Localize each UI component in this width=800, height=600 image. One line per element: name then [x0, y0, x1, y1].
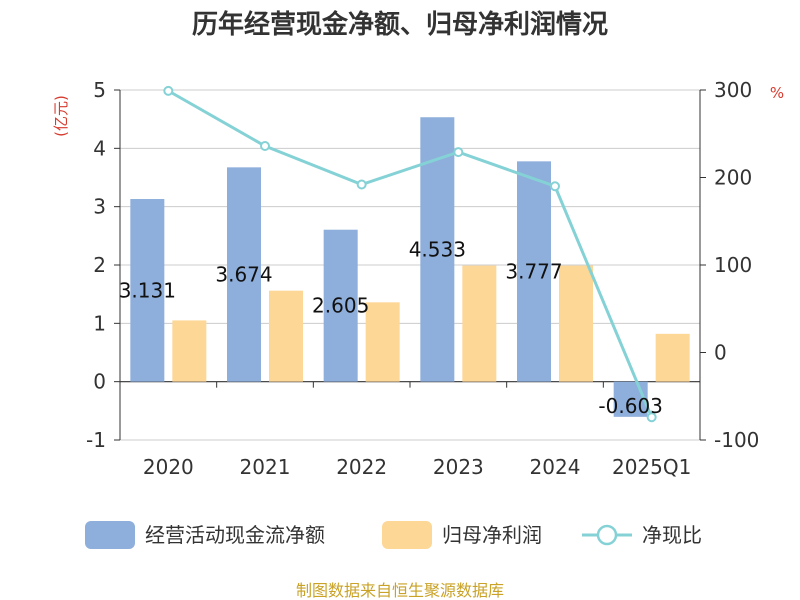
legend: 经营活动现金流净额 归母净利润 净现比	[85, 521, 702, 549]
bar-profit	[462, 265, 497, 382]
bar-cashflow	[323, 229, 358, 382]
y-left-unit: (亿元)	[52, 95, 70, 137]
legend-swatch	[382, 521, 432, 549]
y-left-tick-label: 0	[93, 370, 106, 394]
y-right-tick-label: 100	[714, 253, 752, 277]
y-left-tick-label: 2	[93, 253, 106, 277]
y-left-tick-label: 1	[93, 311, 106, 335]
ratio-point	[356, 179, 367, 190]
y-right-tick-label: 200	[714, 166, 752, 190]
ratio-point	[163, 85, 174, 96]
ratio-point	[646, 412, 657, 423]
x-tick-label: 2023	[433, 455, 484, 479]
y-left-tick-label: -1	[86, 428, 106, 452]
legend-label: 归母净利润	[442, 523, 542, 547]
bar-cashflow	[420, 117, 455, 382]
legend-swatch	[85, 521, 135, 549]
y-left-tick-label: 3	[93, 195, 106, 219]
bar-cashflow	[130, 199, 165, 382]
x-tick-label: 2024	[530, 455, 581, 479]
x-tick-label: 2021	[240, 455, 291, 479]
bar-profit	[269, 290, 303, 382]
bar-cashflow	[613, 381, 648, 417]
bars	[130, 117, 690, 417]
y-right-tick-label: 0	[714, 341, 727, 365]
ratio-point	[260, 141, 270, 151]
legend-line-marker	[596, 524, 618, 546]
x-tick-label: 2020	[143, 455, 194, 479]
y-right-tick-label: -100	[714, 428, 759, 452]
ratio-point	[550, 181, 560, 192]
bar-cashflow	[227, 167, 261, 382]
grid-lines	[120, 89, 700, 441]
ratio-point	[453, 147, 464, 158]
bar-profit	[365, 302, 400, 382]
ratio-line-path	[167, 89, 654, 418]
x-tick-label: 2022	[336, 455, 387, 479]
legend-label: 经营活动现金流净额	[145, 523, 325, 547]
y-left-tick-label: 4	[93, 136, 106, 160]
x-tick-label: 2025Q1	[612, 455, 691, 479]
bar-cashflow	[517, 161, 551, 382]
bar-data-label: 3.777	[505, 260, 562, 284]
bar-profit	[559, 265, 593, 382]
chart-title: 历年经营现金净额、归母净利润情况	[192, 9, 608, 40]
bar-profit	[172, 320, 207, 382]
source-note: 制图数据来自恒生聚源数据库	[296, 581, 504, 600]
bar-profit	[655, 333, 690, 382]
bar-data-label: 2.605	[312, 294, 369, 318]
bar-data-label: 4.533	[409, 237, 466, 261]
y-right-unit: %	[770, 84, 784, 102]
y-right-tick-label: 300	[714, 78, 752, 102]
ratio-line	[163, 85, 657, 423]
bar-data-label: 3.674	[215, 263, 272, 287]
axes: 5 4 3 2 1 0 -1 300 200 100 0 -100 (亿元)% 2020 2021 2022 2…	[52, 78, 784, 479]
y-left-tick-label: 5	[93, 78, 106, 102]
legend-label: 净现比	[642, 523, 702, 547]
data-labels: 3.131 3.674 2.605 4.533 3.777 -0.603	[119, 237, 663, 417]
bar-data-label: -0.603	[598, 394, 662, 418]
bar-data-label: 3.131	[119, 278, 176, 302]
